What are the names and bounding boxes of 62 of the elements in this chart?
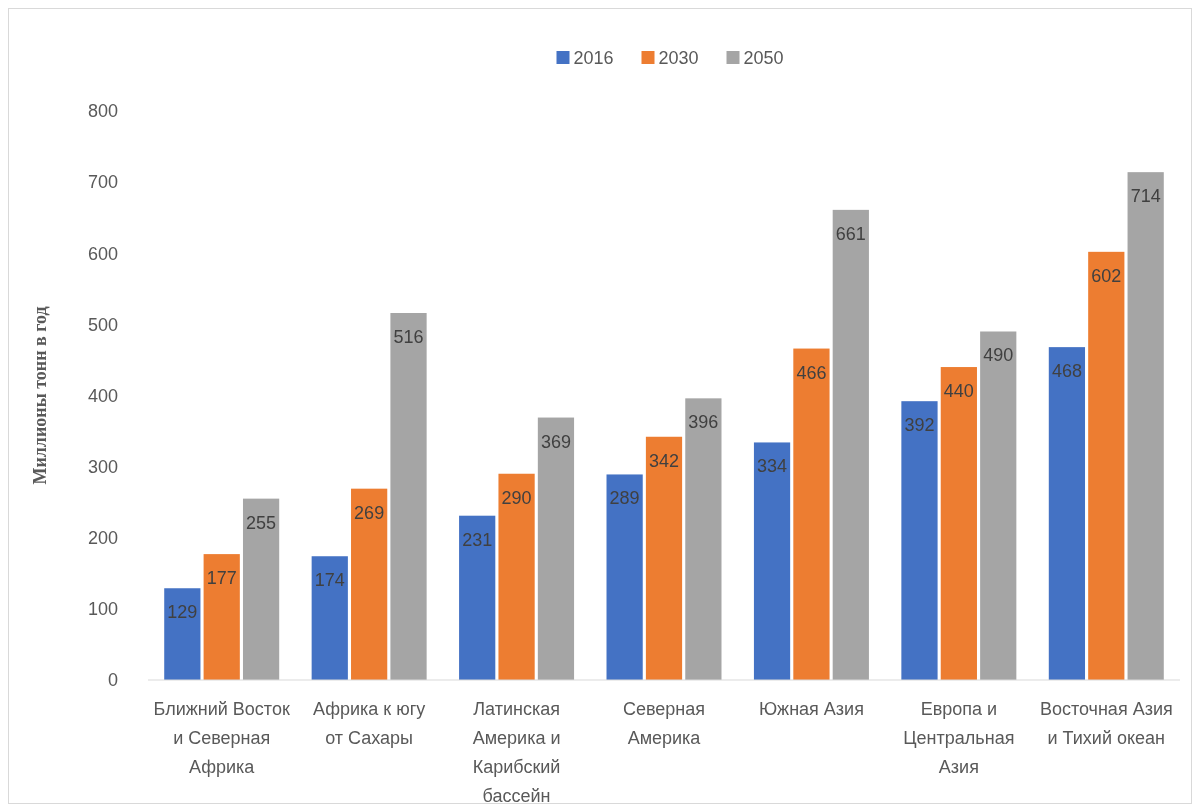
x-tick-label: Латинская Америка и Карибский бассейн	[472, 699, 561, 806]
data-label: 269	[354, 502, 385, 523]
x-tick-label: Восточная Азия и Тихий океан	[1039, 699, 1173, 748]
bar	[940, 367, 977, 680]
x-tick-label: Африка к югу от Сахары	[312, 699, 426, 748]
bar	[164, 588, 201, 680]
y-tick-label: 200	[87, 528, 118, 549]
data-label: 369	[540, 431, 571, 452]
bar	[685, 398, 722, 680]
bar	[901, 401, 938, 680]
y-axis-title: Миллионы тонн в год	[30, 306, 50, 485]
bar	[1127, 172, 1164, 680]
y-tick-label: 600	[87, 243, 118, 264]
bar	[832, 209, 869, 680]
bar	[498, 473, 535, 680]
data-label: 516	[393, 326, 424, 347]
data-label: 392	[904, 415, 935, 436]
data-label: 396	[688, 412, 719, 433]
bar	[311, 556, 348, 680]
y-tick-label: 800	[87, 101, 118, 122]
y-tick-label: 500	[87, 314, 118, 335]
data-label: 334	[757, 456, 788, 477]
bar	[203, 554, 240, 680]
data-label: 466	[796, 362, 827, 383]
data-label: 661	[835, 223, 866, 244]
legend-label: 2016	[573, 48, 614, 69]
bar	[390, 313, 427, 680]
bar	[793, 348, 830, 680]
data-label: 490	[983, 345, 1014, 366]
data-label: 129	[167, 602, 198, 623]
bar	[242, 498, 280, 680]
data-label: 602	[1091, 265, 1122, 286]
data-label: 342	[648, 450, 680, 471]
x-tick-label: Ближний Восток и Северная Африка	[153, 699, 290, 777]
x-tick-label: Европа и Центральная Азия	[903, 699, 1015, 777]
bar	[1088, 251, 1125, 680]
data-label: 468	[1051, 361, 1082, 382]
bar	[351, 488, 388, 680]
bar	[980, 331, 1017, 680]
legend-label: 2050	[743, 48, 784, 69]
bar	[459, 515, 496, 680]
data-label: 174	[314, 570, 345, 591]
bar	[1048, 347, 1086, 680]
data-label: 177	[206, 568, 237, 589]
data-label: 290	[501, 487, 532, 508]
bar	[606, 474, 643, 680]
legend-label: 2030	[658, 48, 699, 69]
bar	[537, 417, 575, 680]
y-tick-label: 700	[87, 172, 118, 193]
data-label: 289	[609, 488, 640, 509]
data-label: 255	[246, 512, 277, 533]
x-tick-label: Северная Америка	[622, 699, 706, 748]
data-label: 714	[1130, 186, 1161, 207]
y-tick-label: 0	[107, 670, 118, 691]
x-tick-label: Южная Азия	[758, 699, 864, 719]
y-tick-label: 300	[87, 456, 118, 477]
bar	[753, 442, 791, 680]
y-tick-label: 400	[87, 385, 118, 406]
y-tick-label: 100	[87, 599, 118, 620]
data-label: 440	[943, 381, 974, 402]
data-label: 231	[462, 529, 493, 550]
bar	[645, 436, 683, 680]
